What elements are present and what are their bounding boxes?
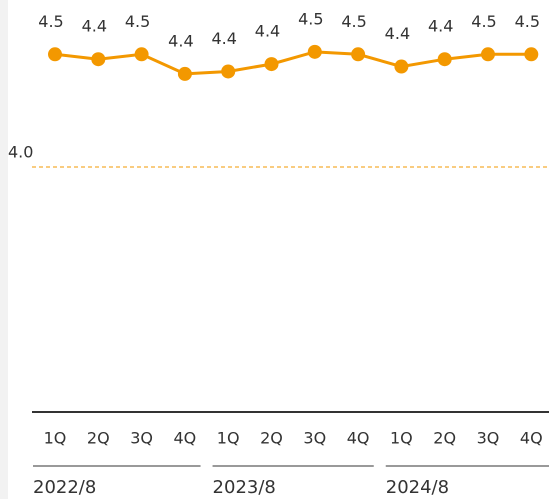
- data-label: 4.4: [385, 24, 410, 43]
- data-point: [134, 47, 149, 62]
- x-tick-label: 1Q: [44, 429, 67, 448]
- x-tick-label: 4Q: [347, 429, 370, 448]
- group-label: 2024/8: [386, 477, 449, 498]
- x-tick-label: 4Q: [174, 429, 197, 448]
- series-line: [54, 50, 532, 76]
- x-tick-label: 3Q: [130, 429, 153, 448]
- data-point: [91, 52, 106, 67]
- data-label: 4.4: [168, 31, 193, 50]
- x-tick-label: 2Q: [87, 429, 110, 448]
- data-label: 4.5: [298, 9, 323, 28]
- data-point: [177, 66, 192, 81]
- x-tick-label: 1Q: [390, 429, 413, 448]
- data-point: [351, 47, 366, 62]
- data-point: [48, 47, 62, 62]
- data-point: [221, 64, 236, 79]
- side-strip: [0, 0, 8, 499]
- data-point: [264, 57, 279, 72]
- data-label: 4.5: [341, 12, 366, 31]
- data-point: [307, 44, 322, 59]
- group-label: 2022/8: [33, 477, 96, 498]
- reference-label: 4.0: [8, 143, 33, 162]
- data-label: 4.5: [125, 12, 150, 31]
- data-label: 4.5: [38, 12, 63, 31]
- data-label: 4.4: [211, 29, 236, 48]
- x-tick-label: 2Q: [260, 429, 283, 448]
- data-point: [437, 52, 452, 67]
- data-point: [524, 47, 539, 62]
- data-label: 4.5: [471, 12, 496, 31]
- x-tick-label: 3Q: [477, 429, 500, 448]
- data-point: [394, 59, 409, 74]
- data-label: 4.4: [428, 17, 453, 36]
- x-tick-label: 3Q: [303, 429, 326, 448]
- x-tick-label: 1Q: [217, 429, 240, 448]
- x-tick-label: 4Q: [520, 429, 543, 448]
- group-label: 2023/8: [213, 477, 276, 498]
- data-label: 4.4: [82, 17, 107, 36]
- data-label: 4.5: [515, 12, 540, 31]
- data-point: [481, 47, 495, 62]
- data-label: 4.4: [255, 22, 280, 41]
- x-tick-label: 2Q: [433, 429, 456, 448]
